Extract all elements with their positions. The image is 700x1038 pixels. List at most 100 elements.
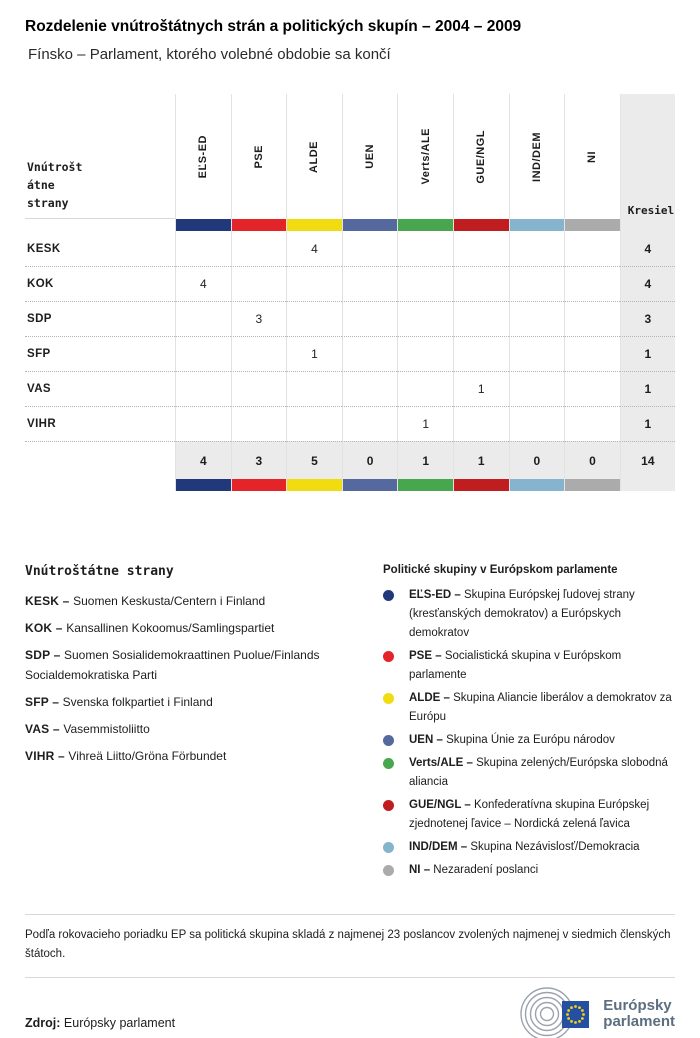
value-cell (397, 266, 453, 301)
seats-header-cell: Kresiel (619, 94, 675, 219)
value-cell (341, 371, 398, 406)
group-header-cell: ALDE (286, 94, 342, 219)
group-legend-item: EĽS-ED – Skupina Európskej ľudovej stran… (383, 586, 675, 643)
value-cell (508, 336, 565, 371)
value-cell (175, 231, 231, 266)
seats-cell: 4 (619, 231, 675, 266)
total-cell: 0 (341, 441, 398, 479)
party-code: KESK – (25, 594, 74, 608)
group-color-dot (383, 692, 394, 704)
logo-text-line1: Európsky (603, 996, 672, 1014)
value-cell (230, 231, 287, 266)
legend-section: Vnútroštátne strany KESK – Suomen Keskus… (25, 564, 675, 884)
value-cell (564, 406, 620, 441)
group-header-cell: IND/DEM (508, 94, 565, 219)
footnote: Podľa rokovacieho poriadku EP sa politic… (25, 914, 675, 978)
corner-header-line: átne (27, 178, 55, 192)
logo-text-line2: parlament (603, 1012, 675, 1030)
group-color-bar (286, 479, 342, 491)
value-cell: 1 (286, 336, 342, 371)
group-color-bar (175, 219, 231, 231)
group-header-cell: GUE/NGL (452, 94, 509, 219)
value-cell (564, 301, 620, 336)
party-legend-item: KESK – Suomen Keskusta/Centern i Finland (25, 591, 355, 611)
party-legend-item: SDP – Suomen Sosialidemokraattinen Puolu… (25, 645, 355, 685)
group-description: PSE – Socialistická skupina v Európskom … (409, 650, 622, 681)
value-cell (564, 231, 620, 266)
corner-header-line: Vnútrošt (27, 160, 83, 174)
table-section: Vnútrošt átne strany EĽS-ED PSE ALDE UEN Verts/… (25, 94, 675, 491)
group-color-bar (230, 479, 287, 491)
value-cell (230, 371, 287, 406)
european-parliament-logo: Európsky parlament (515, 986, 675, 1038)
value-cell (564, 371, 620, 406)
source-value: Európsky parlament (63, 1015, 176, 1030)
value-cell: 1 (452, 371, 509, 406)
group-color-bar (564, 219, 620, 231)
group-color-dot (383, 589, 394, 601)
party-legend-item: VIHR – Vihreä Liitto/Gröna Förbundet (25, 746, 355, 766)
value-cell (230, 406, 287, 441)
total-row-label (25, 441, 175, 479)
distribution-table: Vnútrošt átne strany EĽS-ED PSE ALDE UEN Verts/… (25, 94, 675, 491)
group-header-cell: EĽS-ED (175, 94, 231, 219)
page-subtitle: Fínsko – Parlament, ktorého volebné obdo… (28, 46, 391, 63)
group-header-label: IND/DEM (530, 131, 543, 182)
value-cell (452, 231, 509, 266)
group-color-dot (383, 757, 394, 769)
seats-cell: 4 (619, 266, 675, 301)
party-row-label: SDP (25, 301, 175, 336)
group-color-dot (383, 864, 394, 876)
source-label: Zdroj: (25, 1015, 61, 1030)
value-cell (397, 336, 453, 371)
party-legend: Vnútroštátne strany KESK – Suomen Keskus… (25, 564, 355, 884)
value-cell (175, 301, 231, 336)
value-cell (175, 336, 231, 371)
value-cell (286, 301, 342, 336)
value-cell (508, 231, 565, 266)
value-cell (397, 301, 453, 336)
total-cell: 0 (508, 441, 565, 479)
value-cell (341, 336, 398, 371)
group-color-dot (383, 734, 394, 746)
party-legend-item: VAS – Vasemmistoliitto (25, 719, 355, 739)
value-cell (286, 406, 342, 441)
value-cell (452, 336, 509, 371)
value-cell (286, 266, 342, 301)
seats-cell: 1 (619, 336, 675, 371)
group-legend-item: GUE/NGL – Konfederatívna skupina Európsk… (383, 796, 675, 834)
group-header-label: Verts/ALE (419, 128, 432, 185)
value-cell (452, 406, 509, 441)
footer: Zdroj: Európsky parlament (25, 986, 675, 1038)
value-cell (508, 406, 565, 441)
group-color-bar (508, 479, 565, 491)
party-legend-items: KESK – Suomen Keskusta/Centern i Finland… (25, 591, 355, 766)
party-name: Suomen Keskusta/Centern i Finland (73, 594, 266, 608)
party-legend-heading: Vnútroštátne strany (25, 564, 174, 579)
total-cell: 5 (286, 441, 342, 479)
value-cell (286, 371, 342, 406)
total-cell: 3 (230, 441, 287, 479)
group-color-bar (175, 479, 231, 491)
party-code: SDP – (25, 648, 64, 662)
party-code: KOK – (25, 621, 67, 635)
party-name: Vihreä Liitto/Gröna Förbundet (68, 749, 227, 763)
group-color-bar (508, 219, 565, 231)
group-header-label: ALDE (308, 140, 321, 173)
value-cell (341, 231, 398, 266)
seats-total-cell: 14 (619, 441, 675, 479)
corner-header-line: strany (27, 196, 69, 210)
party-row-label: KESK (25, 231, 175, 266)
value-cell: 4 (175, 266, 231, 301)
total-cell: 1 (452, 441, 509, 479)
group-color-dot (383, 841, 394, 853)
value-cell (175, 406, 231, 441)
source-line: Zdroj: Európsky parlament (25, 1016, 175, 1030)
seats-cell: 1 (619, 371, 675, 406)
party-name: Kansallinen Kokoomus/Samlingspartiet (66, 621, 275, 635)
group-color-dot (383, 650, 394, 662)
party-code: VAS – (25, 722, 64, 736)
group-header-label: GUE/NGL (475, 129, 488, 184)
page-title: Rozdelenie vnútroštátnych strán a politi… (25, 18, 522, 35)
group-description: GUE/NGL – Konfederatívna skupina Európsk… (409, 799, 650, 830)
